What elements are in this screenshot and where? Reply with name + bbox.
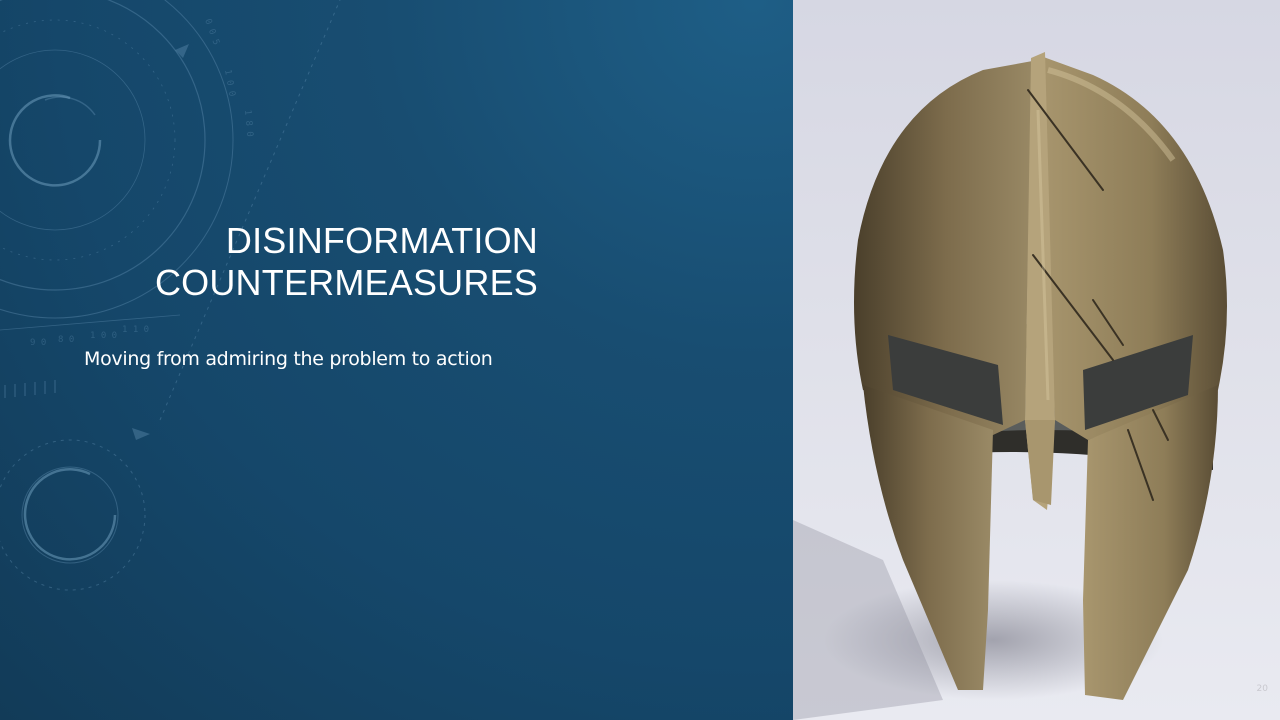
photo-panel: 20 bbox=[793, 0, 1280, 720]
decorative-rings: 0 0 5 1 0 0 1 8 0 9 0 8 0 1 0 0 1 1 0 bbox=[0, 0, 341, 591]
svg-text:1 0 0: 1 0 0 bbox=[222, 69, 237, 97]
slide-subtitle: Moving from admiring the problem to acti… bbox=[84, 348, 493, 370]
svg-text:0 0 5: 0 0 5 bbox=[202, 18, 221, 47]
svg-text:8 0: 8 0 bbox=[58, 335, 74, 345]
svg-text:1 1 0: 1 1 0 bbox=[122, 325, 149, 335]
svg-text:1 0 0: 1 0 0 bbox=[90, 331, 117, 341]
slide-title: DISINFORMATION COUNTERMEASURES bbox=[18, 220, 538, 304]
svg-text:1 8 0: 1 8 0 bbox=[242, 109, 254, 137]
svg-text:9 0: 9 0 bbox=[30, 338, 46, 348]
title-line-1: DISINFORMATION bbox=[225, 220, 538, 261]
helmet-photo bbox=[793, 52, 1227, 720]
slide-number: 20 bbox=[1256, 684, 1268, 694]
title-line-2: COUNTERMEASURES bbox=[154, 262, 538, 303]
title-panel: 0 0 5 1 0 0 1 8 0 9 0 8 0 1 0 0 1 1 0 DI… bbox=[0, 0, 793, 720]
